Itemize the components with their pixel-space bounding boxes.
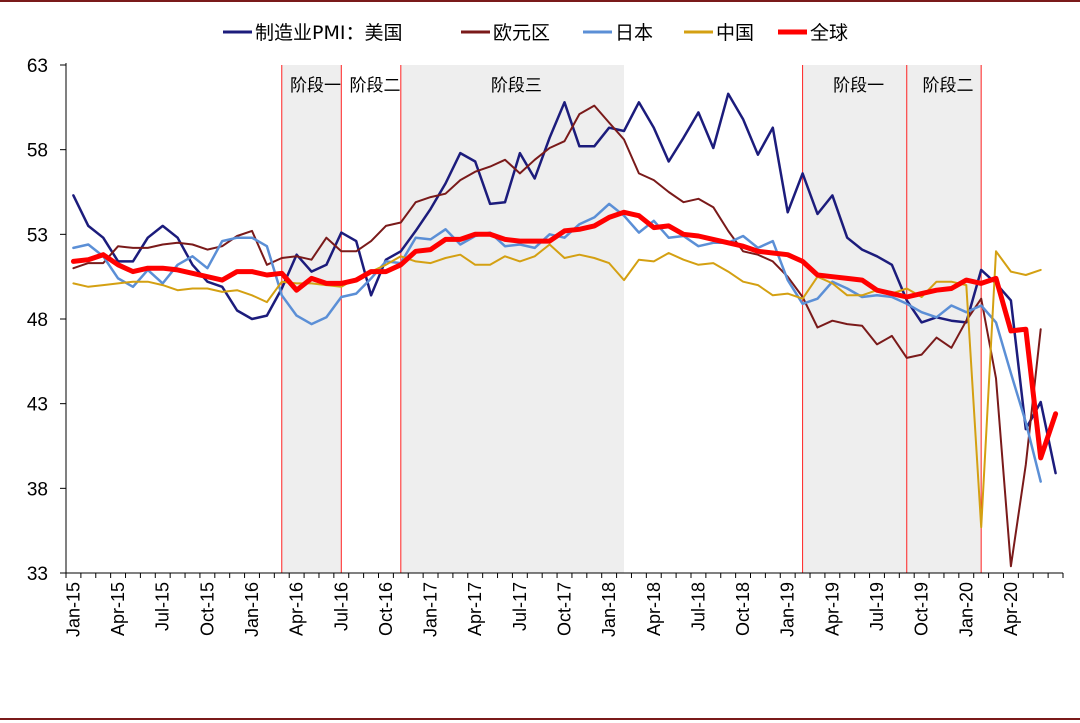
x-tick-label: Jan-16 <box>242 582 262 637</box>
x-tick-label: Jan-19 <box>778 582 798 637</box>
x-tick-label: Jul-19 <box>867 582 887 631</box>
y-tick-label: 38 <box>27 479 48 500</box>
x-tick-label: Jul-16 <box>331 582 351 631</box>
x-tick-label: Apr-18 <box>644 582 664 636</box>
legend-label: 制造业PMI：美国 <box>255 22 402 44</box>
phase-label: 阶段一 <box>833 76 884 96</box>
y-tick-label: 43 <box>27 395 48 416</box>
x-tick-label: Jan-17 <box>421 582 441 637</box>
y-tick-label: 33 <box>27 564 48 585</box>
y-tick-label: 58 <box>27 141 48 162</box>
legend-label: 欧元区 <box>493 22 550 44</box>
chart-legend: 制造业PMI：美国 欧元区 日本 中国 全球 <box>223 22 848 44</box>
phase-shade <box>802 65 907 573</box>
x-tick-label: Jul-18 <box>688 582 708 631</box>
y-tick-label: 63 <box>27 56 48 77</box>
x-tick-label: Jul-15 <box>153 582 173 631</box>
x-tick-label: Oct-18 <box>733 582 753 636</box>
legend-label: 中国 <box>716 22 754 44</box>
series-layer <box>70 92 1059 568</box>
phase-shade <box>281 65 342 573</box>
x-tick-label: Oct-19 <box>912 582 932 636</box>
x-tick-label: Jul-17 <box>510 582 530 631</box>
x-tick-label: Apr-15 <box>108 582 128 636</box>
x-tick-label: Jan-15 <box>63 582 83 637</box>
phase-label: 阶段二 <box>922 76 973 96</box>
x-tick-label: Oct-17 <box>555 582 575 636</box>
x-tick-label: Jan-20 <box>956 582 976 637</box>
phase-layer: 阶段一 阶段二 阶段三 阶段一 阶段二 <box>281 65 982 573</box>
x-tick-label: Apr-17 <box>465 582 485 636</box>
x-tick-label: Apr-20 <box>1001 582 1021 636</box>
x-tick-label: Jan-18 <box>599 582 619 637</box>
phase-label: 阶段一 <box>290 76 341 96</box>
x-tick-label: Apr-19 <box>822 582 842 636</box>
phase-shade <box>400 65 625 573</box>
phase-label: 阶段二 <box>350 76 401 96</box>
y-tick-label: 48 <box>27 310 48 331</box>
series-line-4 <box>70 209 1059 461</box>
x-tick-label: Oct-16 <box>376 582 396 636</box>
legend-label: 全球 <box>810 22 848 44</box>
legend-label: 日本 <box>615 22 653 44</box>
axis-layer: 33 38 43 48 53 58 63 Jan-15 Apr-15 Jul-15 Oct-15 Ja… <box>27 56 1064 637</box>
x-tick-label: Apr-16 <box>287 582 307 636</box>
x-tick-label: Oct-15 <box>197 582 217 636</box>
series-line-0 <box>72 92 1057 475</box>
phase-label: 阶段三 <box>491 76 542 96</box>
y-tick-label: 53 <box>27 225 48 246</box>
